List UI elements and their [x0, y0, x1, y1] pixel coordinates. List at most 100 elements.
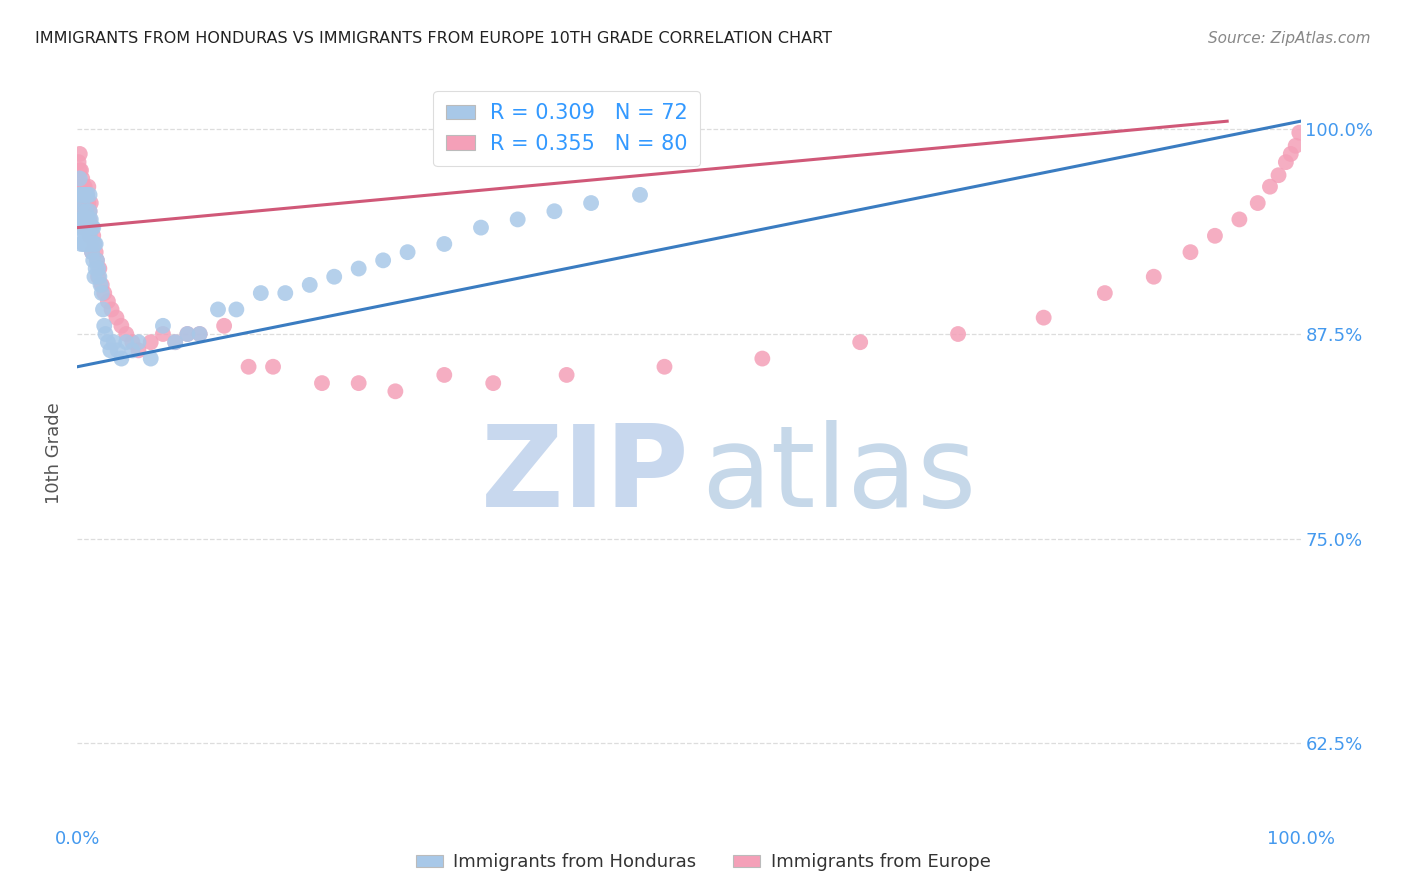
Point	[69, 204, 91, 219]
Point	[1032, 310, 1054, 325]
Point	[84, 237, 107, 252]
Text: IMMIGRANTS FROM HONDURAS VS IMMIGRANTS FROM EUROPE 10TH GRADE CORRELATION CHART: IMMIGRANTS FROM HONDURAS VS IMMIGRANTS F…	[35, 31, 832, 46]
Point	[152, 318, 174, 333]
Point	[506, 212, 529, 227]
Point	[127, 343, 149, 358]
Point	[77, 179, 100, 194]
Point	[110, 351, 132, 366]
Point	[115, 335, 138, 350]
Point	[79, 228, 101, 243]
Point	[176, 326, 198, 341]
Text: ZIP: ZIP	[481, 419, 689, 531]
Point	[75, 220, 97, 235]
Point	[139, 351, 162, 366]
Point	[70, 187, 93, 202]
Point	[76, 237, 98, 252]
Point	[946, 326, 969, 341]
Point	[80, 245, 103, 260]
Point	[73, 179, 96, 194]
Point	[84, 245, 107, 260]
Point	[127, 335, 149, 350]
Point	[90, 286, 112, 301]
Point	[80, 220, 103, 235]
Point	[121, 343, 143, 358]
Point	[75, 204, 97, 219]
Point	[72, 204, 94, 219]
Point	[79, 187, 101, 202]
Point	[86, 253, 108, 268]
Point	[80, 212, 103, 227]
Point	[79, 204, 101, 219]
Legend: R = 0.309   N = 72, R = 0.355   N = 80: R = 0.309 N = 72, R = 0.355 N = 80	[433, 91, 700, 166]
Point	[165, 335, 187, 350]
Point	[433, 237, 456, 252]
Point	[115, 326, 138, 341]
Point	[90, 277, 112, 292]
Point	[83, 237, 105, 252]
Point	[1258, 179, 1281, 194]
Point	[72, 187, 94, 202]
Point	[212, 318, 235, 333]
Point	[70, 228, 93, 243]
Point	[152, 326, 174, 341]
Point	[75, 196, 97, 211]
Point	[67, 187, 90, 202]
Point	[188, 326, 211, 341]
Point	[384, 384, 406, 399]
Point	[70, 212, 93, 227]
Point	[69, 179, 91, 194]
Point	[103, 335, 125, 350]
Point	[77, 237, 100, 252]
Point	[76, 187, 98, 202]
Point	[94, 326, 117, 341]
Point	[751, 351, 773, 366]
Point	[70, 204, 93, 219]
Point	[83, 237, 105, 252]
Point	[121, 335, 143, 350]
Point	[396, 245, 419, 260]
Point	[76, 212, 98, 227]
Point	[165, 335, 187, 350]
Point	[93, 286, 115, 301]
Point	[1275, 155, 1298, 169]
Point	[82, 220, 104, 235]
Point	[849, 335, 872, 350]
Point	[188, 326, 211, 341]
Point	[371, 253, 394, 268]
Point	[323, 269, 346, 284]
Point	[77, 220, 100, 235]
Point	[75, 228, 97, 243]
Text: Source: ZipAtlas.com: Source: ZipAtlas.com	[1208, 31, 1371, 46]
Point	[70, 171, 93, 186]
Point	[107, 343, 129, 358]
Point	[72, 179, 94, 194]
Point	[72, 212, 94, 227]
Point	[80, 220, 103, 235]
Point	[70, 237, 93, 252]
Point	[262, 359, 284, 374]
Point	[105, 310, 128, 325]
Point	[80, 237, 103, 252]
Point	[70, 163, 93, 178]
Point	[1229, 212, 1251, 227]
Point	[274, 286, 297, 301]
Point	[1279, 147, 1302, 161]
Point	[69, 163, 91, 178]
Point	[1143, 269, 1166, 284]
Point	[67, 171, 90, 186]
Point	[97, 294, 120, 309]
Point	[1267, 168, 1289, 182]
Point	[1288, 126, 1310, 140]
Point	[76, 212, 98, 227]
Legend: Immigrants from Honduras, Immigrants from Europe: Immigrants from Honduras, Immigrants fro…	[408, 847, 998, 879]
Point	[225, 302, 247, 317]
Point	[250, 286, 273, 301]
Point	[543, 204, 565, 219]
Point	[73, 187, 96, 202]
Point	[347, 261, 370, 276]
Point	[73, 212, 96, 227]
Point	[76, 187, 98, 202]
Point	[654, 359, 676, 374]
Point	[75, 204, 97, 219]
Point	[176, 326, 198, 341]
